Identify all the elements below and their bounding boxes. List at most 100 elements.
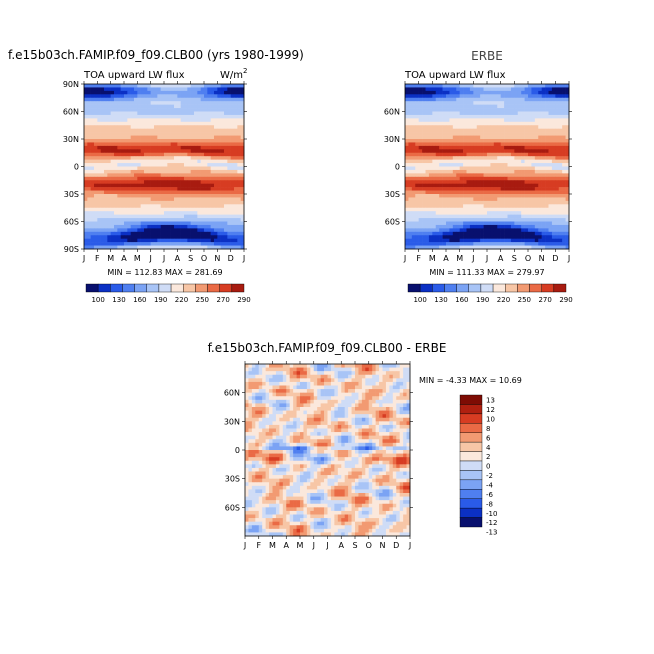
heatmap-cell [240,87,245,92]
heatmap-cell [140,125,145,129]
heatmap-cell [167,108,171,112]
heatmap-cell [187,197,191,202]
heatmap-cell [240,245,245,250]
heatmap-cell [389,371,394,376]
heatmap-cell [174,224,178,229]
heatmap-cell [483,125,488,129]
heatmap-cell [187,159,191,164]
heatmap-cell [124,231,128,236]
heatmap-cell [449,149,454,154]
heatmap-cell [214,132,218,136]
heatmap-cell [432,228,437,233]
heatmap-cell [528,169,532,174]
heatmap-cell [449,108,454,112]
heatmap-cell [500,204,505,209]
heatmap-cell [87,242,91,246]
heatmap-cell [130,101,135,105]
heatmap-cell [97,228,101,233]
heatmap-cell [411,211,416,215]
y-tick-label: 30N [63,135,79,144]
heatmap-cell [164,231,168,236]
heatmap-cell [107,242,111,246]
heatmap-cell [548,214,553,219]
heatmap-cell [100,221,105,226]
heatmap-cell [157,228,161,233]
heatmap-cell [483,139,488,143]
heatmap-cell [490,156,495,160]
heatmap-cell [124,121,128,126]
heatmap-cell [562,108,566,112]
heatmap-cell [174,166,178,171]
heatmap-cell [442,166,447,171]
heatmap-cell [351,374,356,379]
heatmap-cell [130,90,135,95]
heatmap-cell [167,218,171,222]
heatmap-cell [174,194,178,198]
heatmap-cell [500,101,505,105]
heatmap-cell [456,221,460,226]
heatmap-cell [334,371,339,376]
heatmap-cell [224,156,228,160]
heatmap-cell [104,104,108,109]
heatmap-cell [422,231,426,236]
heatmap-cell [214,187,218,191]
heatmap-cell [456,128,460,133]
heatmap-cell [555,204,560,209]
heatmap-cell [220,245,225,250]
heatmap-cell [197,187,201,191]
heatmap-cell [154,245,158,250]
heatmap-cell [411,156,416,160]
heatmap-cell [224,135,228,140]
heatmap-cell [120,194,125,198]
heatmap-cell [210,156,215,160]
heatmap-cell [234,118,238,123]
heatmap-cell [94,166,98,171]
heatmap-cell [240,142,245,147]
heatmap-cell [187,242,191,246]
heatmap-cell [504,183,508,188]
heatmap-cell [170,238,175,243]
heatmap-cell [87,159,91,164]
heatmap-cell [157,121,161,126]
heatmap-cell [517,190,522,195]
heatmap-cell [514,187,519,191]
heatmap-cell [517,128,522,133]
heatmap-cell [408,231,413,236]
heatmap-cell [456,218,460,222]
heatmap-cell [406,374,411,379]
heatmap-cell [120,139,125,143]
heatmap-cell [555,101,560,105]
heatmap-cell [210,108,215,112]
heatmap-cell [565,224,570,229]
heatmap-cell [190,228,195,233]
heatmap-cell [220,84,225,88]
heatmap-cell [194,169,198,174]
heatmap-cell [97,187,101,191]
heatmap-cell [524,84,529,88]
heatmap-cell [504,90,508,95]
heatmap-cell [337,371,342,376]
heatmap-cell [197,214,201,219]
heatmap-cell [555,125,560,129]
heatmap-cell [548,87,553,92]
heatmap-cell [120,118,125,123]
heatmap-cell [487,118,491,123]
heatmap-cell [490,145,495,150]
heatmap-cell [150,156,155,160]
heatmap-cell [124,211,128,215]
heatmap-cell [87,128,91,133]
heatmap-cell [150,166,155,171]
heatmap-cell [422,180,426,184]
heatmap-cell [476,231,481,236]
heatmap-cell [110,231,115,236]
heatmap-cell [446,200,450,205]
heatmap-cell [473,187,478,191]
heatmap-cell [500,97,505,102]
heatmap-cell [545,190,549,195]
heatmap-cell [167,197,171,202]
heatmap-cell [480,118,484,123]
heatmap-cell [432,104,437,109]
heatmap-cell [480,87,484,92]
heatmap-cell [558,180,563,184]
heatmap-cell [531,139,536,143]
